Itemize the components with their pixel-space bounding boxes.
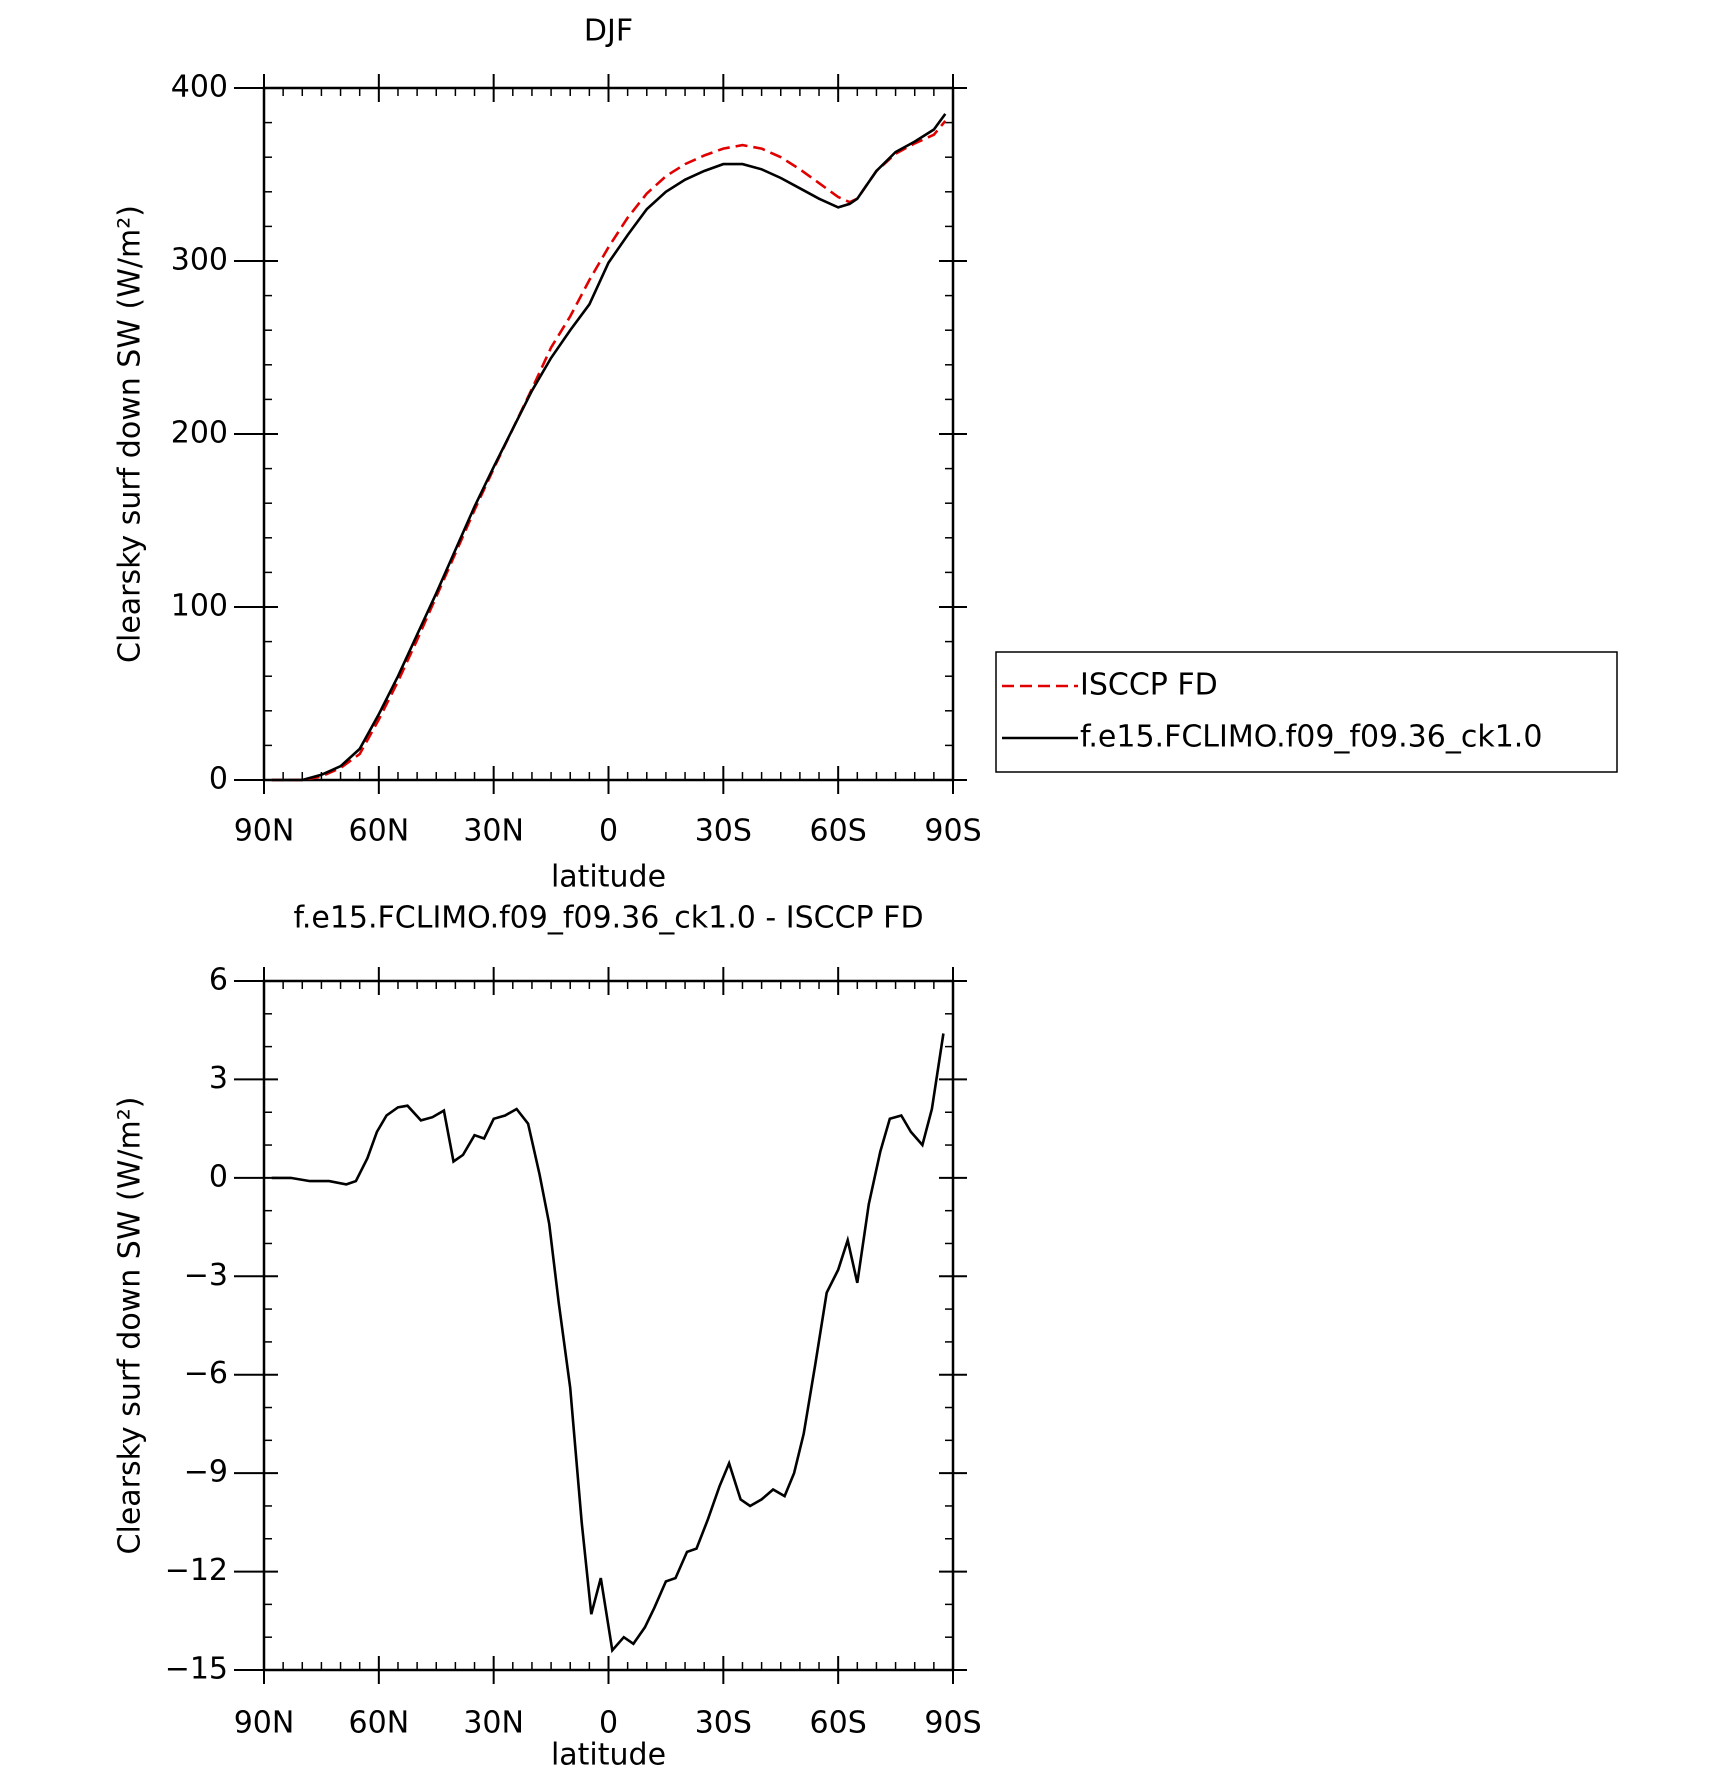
y-tick-label: 300 — [171, 243, 228, 278]
y-tick-label: 0 — [209, 762, 228, 797]
x-axis-label: latitude — [551, 1738, 666, 1773]
y-tick-label: 0 — [209, 1159, 228, 1194]
x-tick-label: 30N — [463, 1706, 524, 1741]
x-tick-label: 90N — [234, 814, 295, 849]
x-axis-label: latitude — [551, 860, 666, 895]
y-tick-label: −15 — [165, 1652, 228, 1687]
legend-label: f.e15.FCLIMO.f09_f09.36_ck1.0 — [1080, 720, 1542, 755]
y-tick-label: 100 — [171, 589, 228, 624]
legend-label: ISCCP FD — [1080, 668, 1218, 703]
y-tick-label: 6 — [209, 963, 228, 998]
x-tick-label: 60S — [810, 814, 867, 849]
y-tick-label: −3 — [184, 1258, 228, 1293]
x-tick-label: 90S — [924, 1706, 981, 1741]
x-tick-label: 90N — [234, 1706, 295, 1741]
data-line — [271, 120, 947, 782]
x-tick-label: 60S — [810, 1706, 867, 1741]
y-tick-label: 400 — [171, 70, 228, 105]
y-tick-label: −6 — [184, 1356, 228, 1391]
y-tick-label: 3 — [209, 1061, 228, 1096]
x-tick-label: 0 — [599, 1706, 618, 1741]
x-tick-label: 90S — [924, 814, 981, 849]
y-tick-label: 200 — [171, 416, 228, 451]
chart-title: DJF — [584, 14, 633, 49]
y-axis-label: Clearsky surf down SW (W/m²) — [113, 1097, 148, 1555]
plot-frame — [262, 86, 955, 782]
y-tick-label: −12 — [165, 1553, 228, 1588]
x-tick-label: 30S — [695, 1706, 752, 1741]
x-tick-label: 60N — [349, 814, 410, 849]
x-tick-label: 0 — [599, 814, 618, 849]
chart-panel: DJF latitude Clearsky surf down SW (W/m²) 9… — [113, 14, 1618, 895]
chart-panel: f.e15.FCLIMO.f09_f09.36_ck1.0 - ISCCP FD… — [113, 901, 982, 1773]
legend-box — [995, 651, 1618, 773]
x-tick-label: 30N — [463, 814, 524, 849]
y-tick-label: −9 — [184, 1455, 228, 1490]
data-line — [271, 1033, 945, 1654]
plot-frame — [262, 979, 955, 1672]
x-tick-label: 60N — [349, 1706, 410, 1741]
y-axis-label: Clearsky surf down SW (W/m²) — [113, 205, 148, 663]
data-line — [271, 113, 947, 782]
x-tick-label: 30S — [695, 814, 752, 849]
chart-title: f.e15.FCLIMO.f09_f09.36_ck1.0 - ISCCP FD — [293, 901, 923, 936]
